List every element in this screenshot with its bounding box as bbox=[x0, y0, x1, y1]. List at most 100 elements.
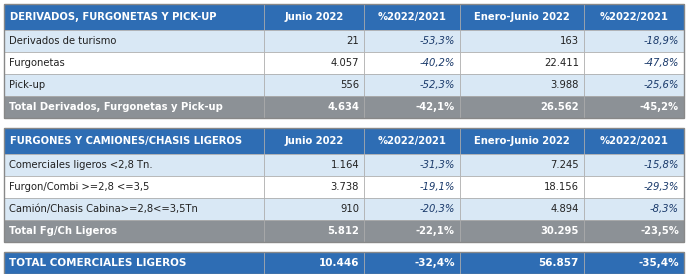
Bar bbox=[264, 30, 364, 52]
Bar bbox=[264, 4, 364, 30]
Text: 163: 163 bbox=[560, 36, 579, 46]
Bar bbox=[460, 198, 584, 220]
Bar bbox=[4, 252, 264, 274]
Text: 56.857: 56.857 bbox=[539, 258, 579, 268]
Bar bbox=[584, 198, 684, 220]
Bar bbox=[584, 128, 684, 154]
Bar bbox=[460, 30, 584, 52]
Text: 3.988: 3.988 bbox=[551, 80, 579, 90]
Text: 4.634: 4.634 bbox=[327, 102, 359, 112]
Bar bbox=[460, 4, 584, 30]
Bar bbox=[460, 96, 584, 118]
Bar bbox=[460, 74, 584, 96]
Bar bbox=[460, 52, 584, 74]
Text: -35,4%: -35,4% bbox=[638, 258, 679, 268]
Bar bbox=[264, 128, 364, 154]
Text: -25,6%: -25,6% bbox=[644, 80, 679, 90]
Text: Junio 2022: Junio 2022 bbox=[284, 12, 344, 22]
Bar bbox=[460, 252, 584, 274]
Bar bbox=[460, 176, 584, 198]
Bar bbox=[4, 176, 264, 198]
Bar bbox=[364, 128, 460, 154]
Text: -45,2%: -45,2% bbox=[640, 102, 679, 112]
Text: Furgon/Combi >=2,8 <=3,5: Furgon/Combi >=2,8 <=3,5 bbox=[9, 182, 149, 192]
Text: Comerciales ligeros <2,8 Tn.: Comerciales ligeros <2,8 Tn. bbox=[9, 160, 152, 170]
Text: DERIVADOS, FURGONETAS Y PICK-UP: DERIVADOS, FURGONETAS Y PICK-UP bbox=[10, 12, 217, 22]
Bar bbox=[264, 52, 364, 74]
Text: %2022/2021: %2022/2021 bbox=[600, 12, 669, 22]
Bar bbox=[4, 154, 264, 176]
Text: -29,3%: -29,3% bbox=[644, 182, 679, 192]
Text: Pick-up: Pick-up bbox=[9, 80, 45, 90]
Bar bbox=[460, 154, 584, 176]
Text: 5.812: 5.812 bbox=[327, 226, 359, 236]
Bar bbox=[364, 52, 460, 74]
Text: 1.164: 1.164 bbox=[331, 160, 359, 170]
Text: Camión/Chasis Cabina>=2,8<=3,5Tn: Camión/Chasis Cabina>=2,8<=3,5Tn bbox=[9, 204, 198, 214]
Bar bbox=[364, 220, 460, 242]
Text: 30.295: 30.295 bbox=[541, 226, 579, 236]
Text: 910: 910 bbox=[340, 204, 359, 214]
Text: 4.894: 4.894 bbox=[551, 204, 579, 214]
Text: -20,3%: -20,3% bbox=[420, 204, 455, 214]
Bar bbox=[364, 198, 460, 220]
Text: %2022/2021: %2022/2021 bbox=[377, 12, 446, 22]
Text: Derivados de turismo: Derivados de turismo bbox=[9, 36, 117, 46]
Text: 22.411: 22.411 bbox=[544, 58, 579, 68]
Bar bbox=[264, 176, 364, 198]
Text: -18,9%: -18,9% bbox=[644, 36, 679, 46]
Text: -15,8%: -15,8% bbox=[644, 160, 679, 170]
Bar bbox=[364, 96, 460, 118]
Bar bbox=[364, 74, 460, 96]
Bar bbox=[4, 96, 264, 118]
Text: -53,3%: -53,3% bbox=[420, 36, 455, 46]
Text: -31,3%: -31,3% bbox=[420, 160, 455, 170]
Bar bbox=[364, 176, 460, 198]
Bar bbox=[4, 252, 684, 274]
Bar bbox=[460, 220, 584, 242]
Text: Enero-Junio 2022: Enero-Junio 2022 bbox=[474, 136, 570, 146]
Text: 10.446: 10.446 bbox=[319, 258, 359, 268]
Bar bbox=[264, 252, 364, 274]
Bar bbox=[584, 30, 684, 52]
Text: 4.057: 4.057 bbox=[331, 58, 359, 68]
Text: 3.738: 3.738 bbox=[331, 182, 359, 192]
Bar bbox=[4, 52, 264, 74]
Bar bbox=[584, 154, 684, 176]
Text: 556: 556 bbox=[340, 80, 359, 90]
Text: -42,1%: -42,1% bbox=[416, 102, 455, 112]
Bar bbox=[460, 128, 584, 154]
Bar bbox=[584, 252, 684, 274]
Text: FURGONES Y CAMIONES/CHASIS LIGEROS: FURGONES Y CAMIONES/CHASIS LIGEROS bbox=[10, 136, 242, 146]
Text: -8,3%: -8,3% bbox=[650, 204, 679, 214]
Text: 21: 21 bbox=[346, 36, 359, 46]
Bar bbox=[4, 4, 684, 118]
Text: 7.245: 7.245 bbox=[551, 160, 579, 170]
Bar bbox=[584, 96, 684, 118]
Bar bbox=[4, 30, 264, 52]
Text: Enero-Junio 2022: Enero-Junio 2022 bbox=[474, 12, 570, 22]
Bar bbox=[584, 176, 684, 198]
Bar bbox=[4, 4, 264, 30]
Bar bbox=[364, 252, 460, 274]
Text: Total Fg/Ch Ligeros: Total Fg/Ch Ligeros bbox=[9, 226, 117, 236]
Bar bbox=[364, 154, 460, 176]
Text: Total Derivados, Furgonetas y Pick-up: Total Derivados, Furgonetas y Pick-up bbox=[9, 102, 223, 112]
Bar bbox=[584, 52, 684, 74]
Text: -40,2%: -40,2% bbox=[420, 58, 455, 68]
Bar bbox=[264, 96, 364, 118]
Bar bbox=[364, 30, 460, 52]
Bar bbox=[4, 198, 264, 220]
Text: %2022/2021: %2022/2021 bbox=[377, 136, 446, 146]
Text: -52,3%: -52,3% bbox=[420, 80, 455, 90]
Text: -19,1%: -19,1% bbox=[420, 182, 455, 192]
Bar bbox=[584, 74, 684, 96]
Text: 26.562: 26.562 bbox=[540, 102, 579, 112]
Text: 18.156: 18.156 bbox=[544, 182, 579, 192]
Text: Junio 2022: Junio 2022 bbox=[284, 136, 344, 146]
Text: -23,5%: -23,5% bbox=[640, 226, 679, 236]
Text: Furgonetas: Furgonetas bbox=[9, 58, 65, 68]
Bar bbox=[4, 74, 264, 96]
Bar bbox=[4, 128, 684, 242]
Bar bbox=[264, 154, 364, 176]
